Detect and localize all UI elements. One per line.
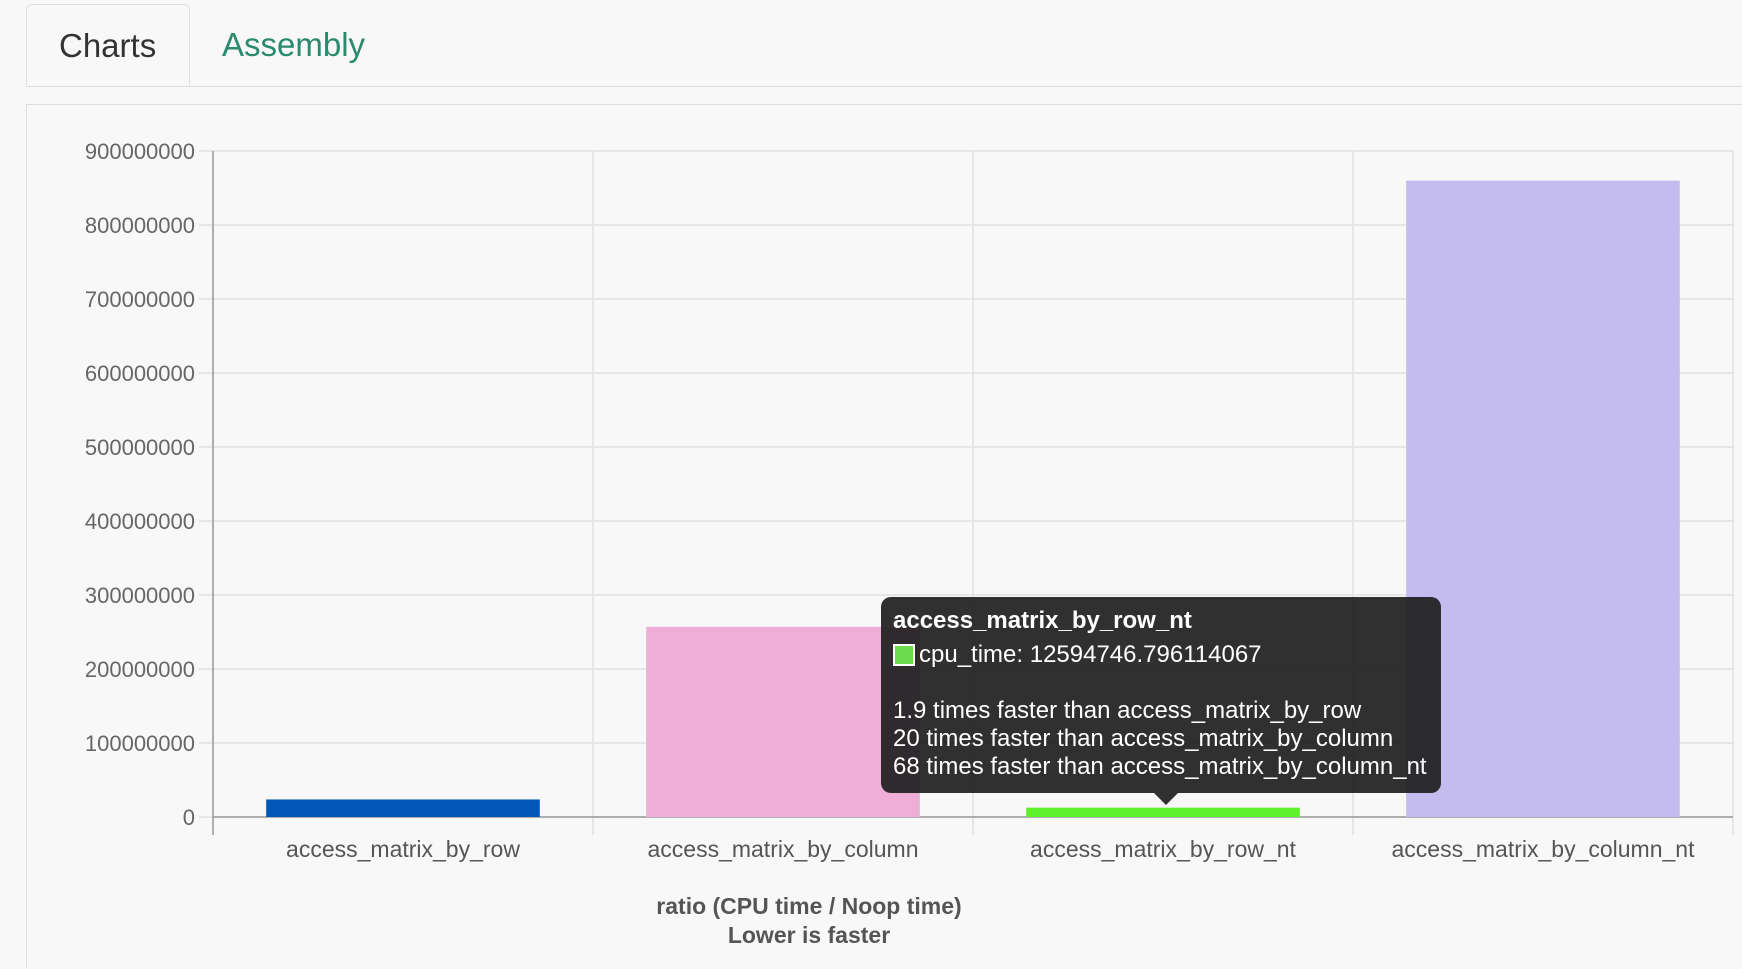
y-tick-label: 0	[183, 805, 195, 830]
y-tick-label: 200000000	[85, 657, 195, 682]
x-tick-label: access_matrix_by_row_nt	[1030, 836, 1297, 862]
bar	[1406, 180, 1680, 818]
tab-assembly[interactable]: Assembly	[222, 26, 366, 63]
bar	[646, 626, 920, 817]
bar	[266, 799, 540, 817]
tooltip-comparison: 68 times faster than access_matrix_by_co…	[893, 753, 1427, 780]
bar-chart: 0 100000000 200000000 300000000 400000000 500…	[85, 139, 1734, 948]
y-tick-label: 500000000	[85, 435, 195, 460]
y-tick-label: 400000000	[85, 509, 195, 534]
tooltip-value-row: cpu_time: 12594746.796114067	[893, 641, 1429, 669]
tooltip-caret	[1154, 793, 1178, 805]
tooltip-comparison: 20 times faster than access_matrix_by_co…	[893, 725, 1394, 752]
tooltip-value: cpu_time: 12594746.796114067	[919, 641, 1262, 668]
y-tick-label: 800000000	[85, 213, 195, 238]
tooltip-color-swatch	[893, 644, 915, 666]
tooltip-comparison: 1.9 times faster than access_matrix_by_r…	[893, 697, 1362, 724]
tab-bar: Charts Assembly	[26, 0, 1742, 87]
y-tick-label: 700000000	[85, 287, 195, 312]
y-tick-label: 100000000	[85, 731, 195, 756]
y-tick-label: 600000000	[85, 361, 195, 386]
y-tick-label: 900000000	[85, 139, 195, 164]
tab-charts[interactable]: Charts	[26, 4, 190, 86]
chart-tooltip: access_matrix_by_row_nt cpu_time: 125947…	[881, 597, 1441, 805]
tooltip-title: access_matrix_by_row_nt	[893, 607, 1192, 634]
x-tick-label: access_matrix_by_column	[647, 836, 918, 862]
x-tick-label: access_matrix_by_column_nt	[1392, 836, 1696, 862]
x-axis-title: ratio (CPU time / Noop time)	[656, 893, 961, 919]
bar	[1026, 807, 1300, 817]
y-tick-label: 300000000	[85, 583, 195, 608]
x-tick-label: access_matrix_by_row	[286, 836, 520, 862]
x-axis-subtitle: Lower is faster	[728, 922, 890, 948]
chart-panel: 0 100000000 200000000 300000000 400000000 500…	[26, 104, 1742, 968]
